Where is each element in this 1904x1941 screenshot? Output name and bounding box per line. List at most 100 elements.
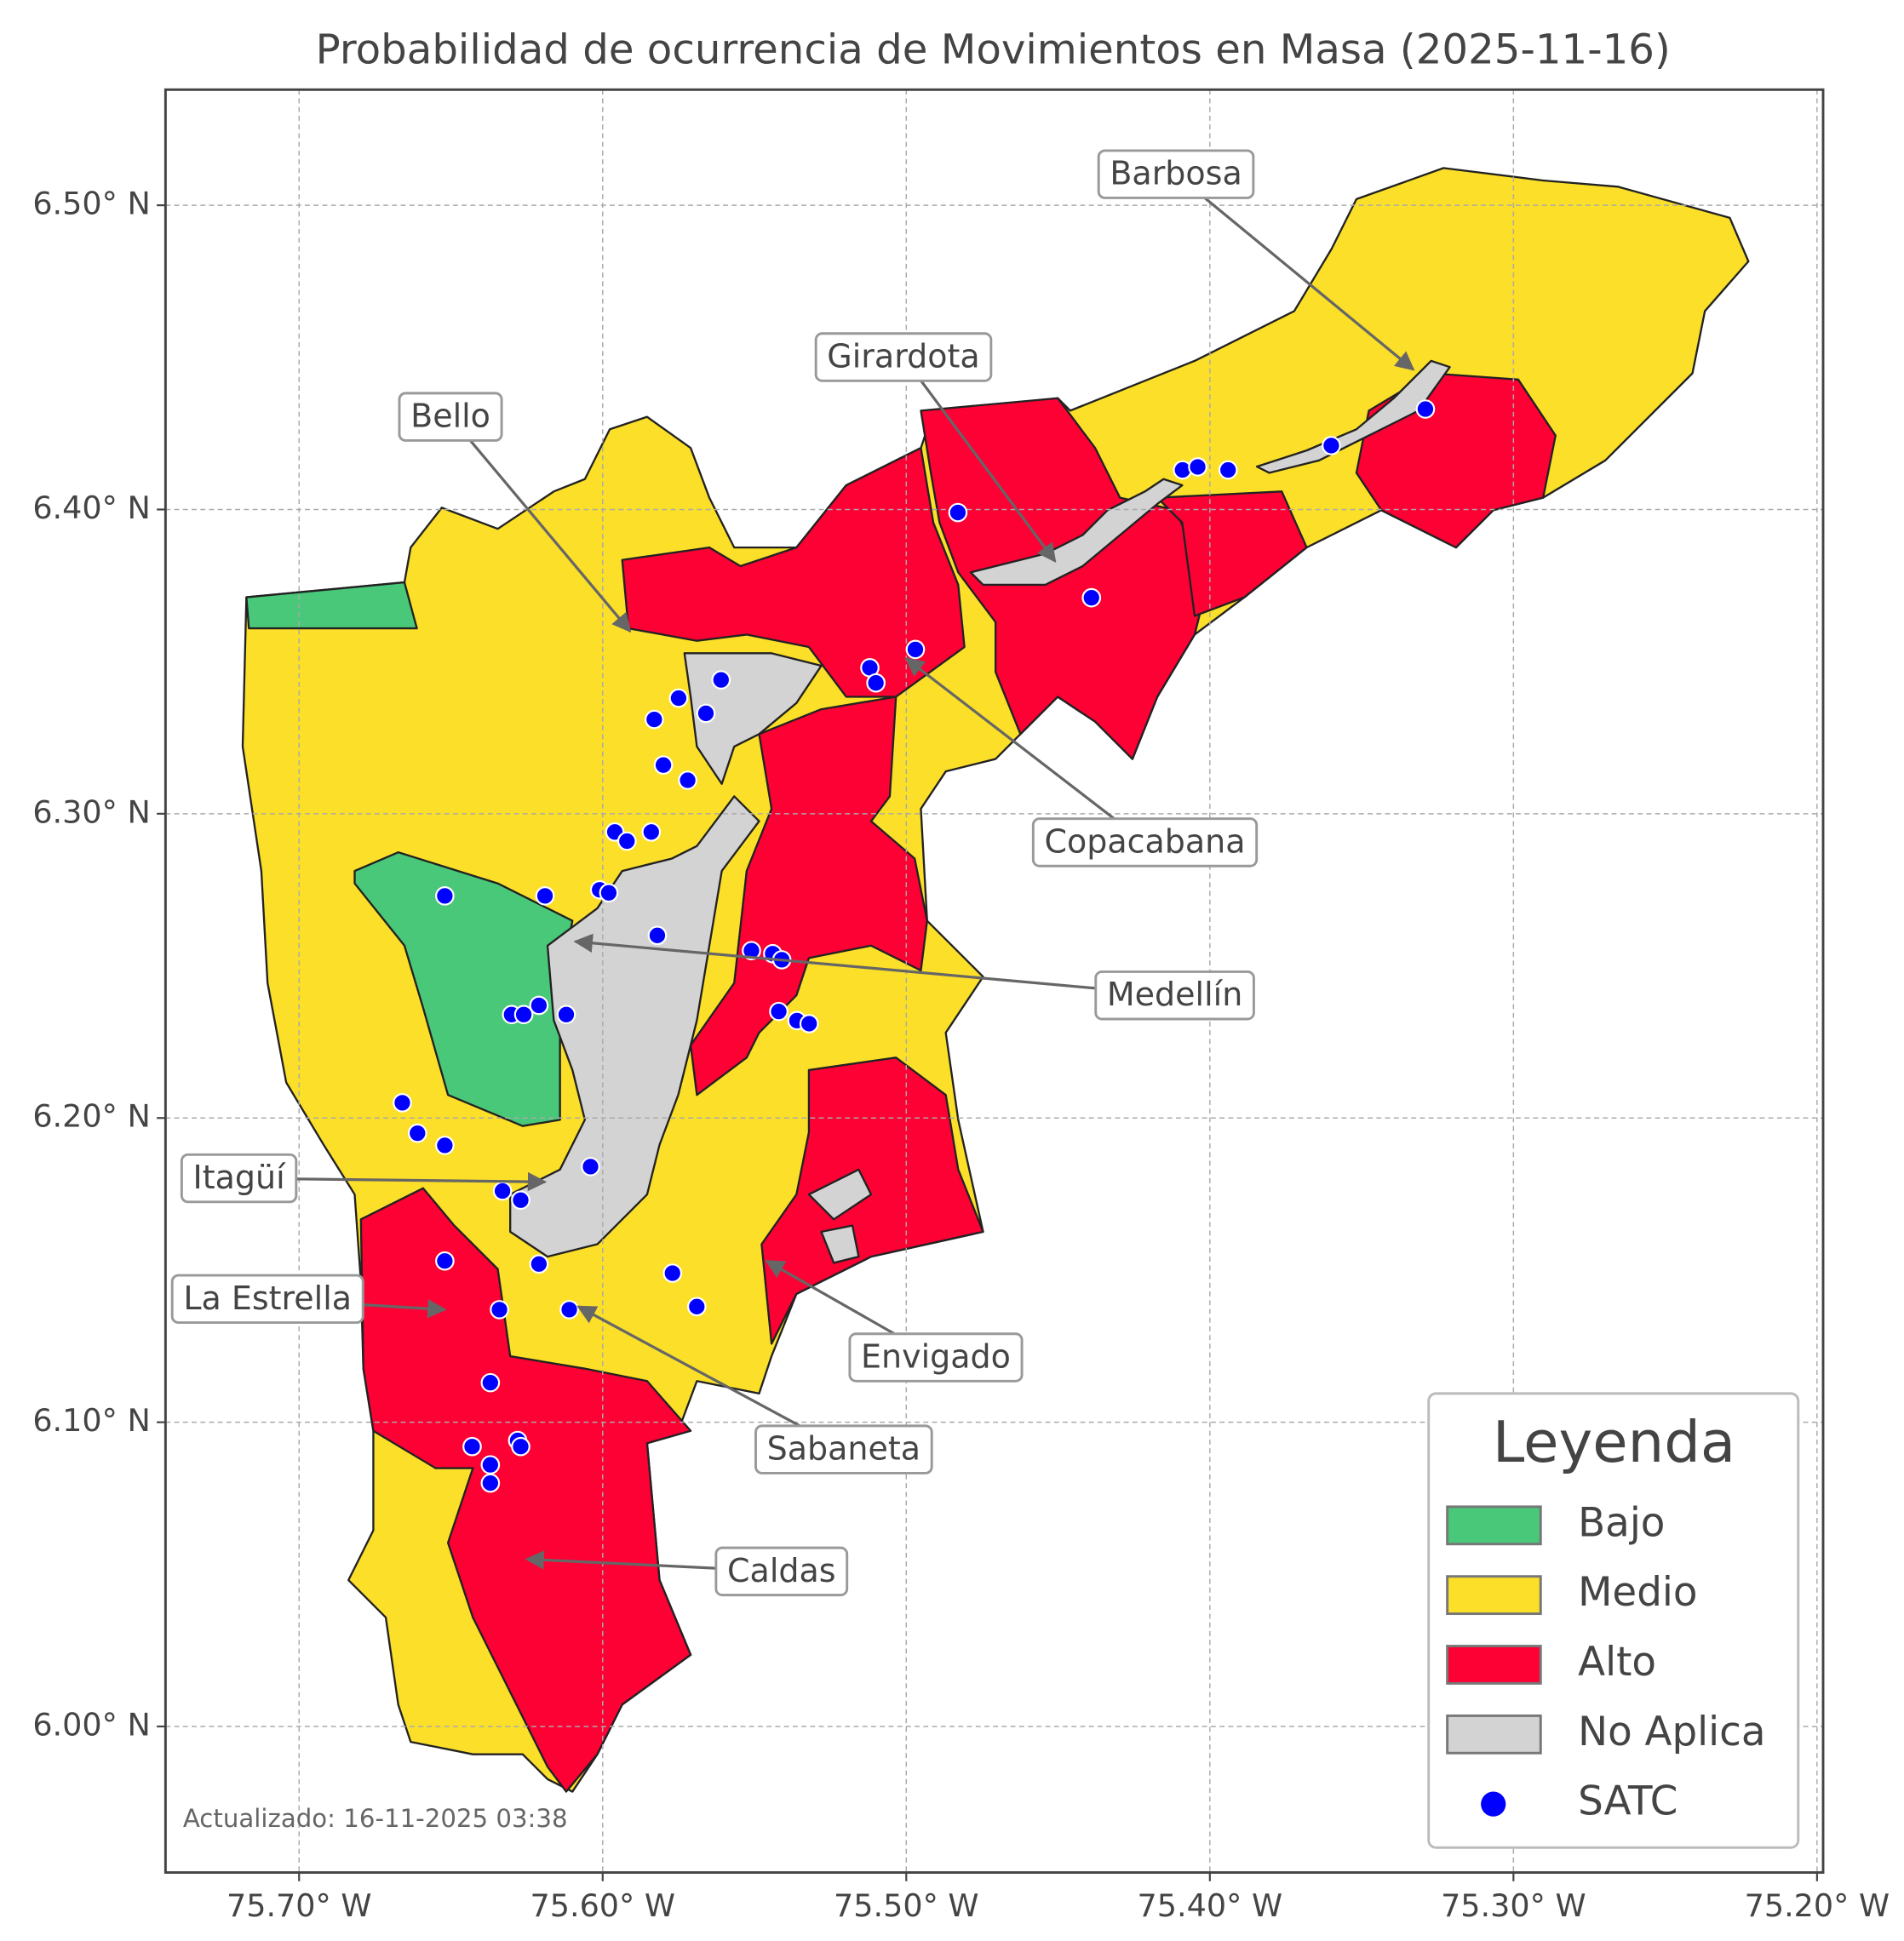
annotation-label: Bello bbox=[410, 398, 490, 435]
satc-point bbox=[435, 886, 455, 906]
satc-point bbox=[641, 822, 662, 842]
y-tick-label: 6.40° N bbox=[32, 490, 150, 526]
annotation-box bbox=[1094, 970, 1255, 1021]
annotation-arrow bbox=[904, 657, 1146, 844]
x-tick-label: 75.40° W bbox=[1138, 1887, 1283, 1924]
legend-label: Bajo bbox=[1578, 1500, 1665, 1546]
satc-point bbox=[905, 639, 926, 660]
satc-point bbox=[662, 1263, 683, 1283]
annotation: Itagüí bbox=[180, 1153, 298, 1204]
y-tick-label: 6.10° N bbox=[32, 1402, 150, 1439]
satc-point bbox=[866, 673, 886, 693]
annotation-box bbox=[170, 1274, 364, 1325]
satc-point bbox=[647, 925, 668, 946]
satc-point bbox=[742, 941, 761, 961]
satc-point bbox=[407, 1123, 427, 1143]
satc-point bbox=[769, 1001, 789, 1022]
annotation-box bbox=[398, 392, 503, 442]
plot-frame bbox=[163, 88, 1825, 1875]
footnote: Actualizado: 16-11-2025 03:38 bbox=[183, 1804, 568, 1833]
x-tick-label: 75.60° W bbox=[530, 1887, 676, 1924]
map-regions bbox=[165, 89, 1824, 1873]
legend-swatch bbox=[1446, 1714, 1542, 1755]
annotation-box bbox=[714, 1546, 849, 1597]
satc-point bbox=[559, 1300, 579, 1320]
satc-point bbox=[556, 1005, 576, 1025]
satc-point bbox=[529, 995, 549, 1016]
satc-point bbox=[799, 1014, 819, 1033]
legend-swatch bbox=[1446, 1645, 1542, 1685]
satc-point bbox=[529, 1254, 549, 1274]
map-title: Probabilidad de ocurrencia de Movimiento… bbox=[316, 26, 1671, 73]
annotation-arrow bbox=[902, 356, 1057, 564]
region-no-aplica bbox=[820, 1224, 860, 1264]
annotation-box bbox=[1031, 817, 1259, 867]
x-tick-label: 75.30° W bbox=[1441, 1887, 1586, 1924]
x-tick-label: 75.70° W bbox=[227, 1887, 372, 1924]
satc-point bbox=[535, 886, 555, 906]
annotation-arrow bbox=[1175, 173, 1415, 371]
region-no-aplica bbox=[807, 1168, 873, 1221]
region-alto bbox=[689, 696, 928, 1096]
region-no-aplica bbox=[1255, 359, 1451, 474]
y-tick-label: 6.50° N bbox=[32, 186, 150, 222]
satc-point bbox=[435, 1251, 455, 1271]
annotation: La Estrella bbox=[170, 1274, 364, 1325]
region-no-aplica bbox=[969, 478, 1184, 587]
satc-point bbox=[1322, 436, 1341, 455]
legend-swatch bbox=[1446, 1575, 1542, 1616]
annotation: Sabaneta bbox=[754, 1424, 933, 1474]
annotation-box bbox=[754, 1424, 933, 1474]
annotation: Caldas bbox=[714, 1546, 849, 1597]
satc-point bbox=[480, 1372, 501, 1393]
satc-point bbox=[490, 1300, 509, 1320]
legend-label: SATC bbox=[1578, 1779, 1677, 1825]
annotation-arrow bbox=[573, 933, 1175, 997]
annotation-label: Barbosa bbox=[1110, 155, 1242, 192]
satc-point bbox=[645, 709, 664, 730]
region-alto bbox=[920, 397, 1208, 760]
satc-point bbox=[668, 688, 689, 708]
region-alto bbox=[760, 1056, 984, 1345]
region-bajo bbox=[245, 581, 418, 630]
satc-point bbox=[948, 502, 968, 523]
annotation: Barbosa bbox=[1097, 149, 1255, 199]
satc-point bbox=[393, 1093, 412, 1113]
region-alto bbox=[1156, 490, 1308, 617]
annotation-arrow bbox=[449, 415, 632, 633]
satc-point bbox=[711, 670, 731, 690]
satc-point bbox=[1188, 457, 1207, 477]
x-tick-label: 75.20° W bbox=[1745, 1887, 1890, 1924]
annotation-label: Caldas bbox=[727, 1552, 836, 1589]
satc-point bbox=[696, 703, 716, 724]
annotation: Medellín bbox=[1094, 970, 1255, 1021]
satc-point bbox=[599, 883, 619, 903]
x-tick-label: 75.50° W bbox=[834, 1887, 979, 1924]
satc-point bbox=[653, 755, 674, 776]
satc-point bbox=[617, 831, 637, 851]
legend-swatch bbox=[1446, 1505, 1542, 1546]
annotation: Girardota bbox=[814, 332, 993, 382]
satc-point bbox=[435, 1136, 455, 1155]
annotation-box bbox=[848, 1332, 1024, 1383]
annotation: Envigado bbox=[848, 1332, 1024, 1383]
satc-point bbox=[511, 1190, 530, 1211]
y-tick-label: 6.20° N bbox=[32, 1098, 150, 1135]
y-tick-label: 6.30° N bbox=[32, 793, 150, 830]
annotation-label: La Estrella bbox=[183, 1280, 352, 1317]
region-no-aplica bbox=[509, 795, 760, 1258]
annotation-label: Medellín bbox=[1107, 976, 1242, 1013]
annotation-label: Girardota bbox=[827, 337, 979, 375]
satc-point bbox=[492, 1181, 513, 1201]
annotation-box bbox=[814, 332, 993, 382]
legend-title: Leyenda bbox=[1493, 1409, 1735, 1475]
satc-point bbox=[1081, 587, 1102, 608]
region-alto bbox=[1355, 372, 1557, 549]
annotation: Copacabana bbox=[1031, 817, 1259, 867]
annotation-box bbox=[1097, 149, 1255, 199]
annotation-label: Sabaneta bbox=[767, 1430, 920, 1468]
satc-point bbox=[511, 1436, 530, 1457]
satc-point bbox=[581, 1157, 600, 1177]
legend-label: Medio bbox=[1578, 1570, 1697, 1616]
